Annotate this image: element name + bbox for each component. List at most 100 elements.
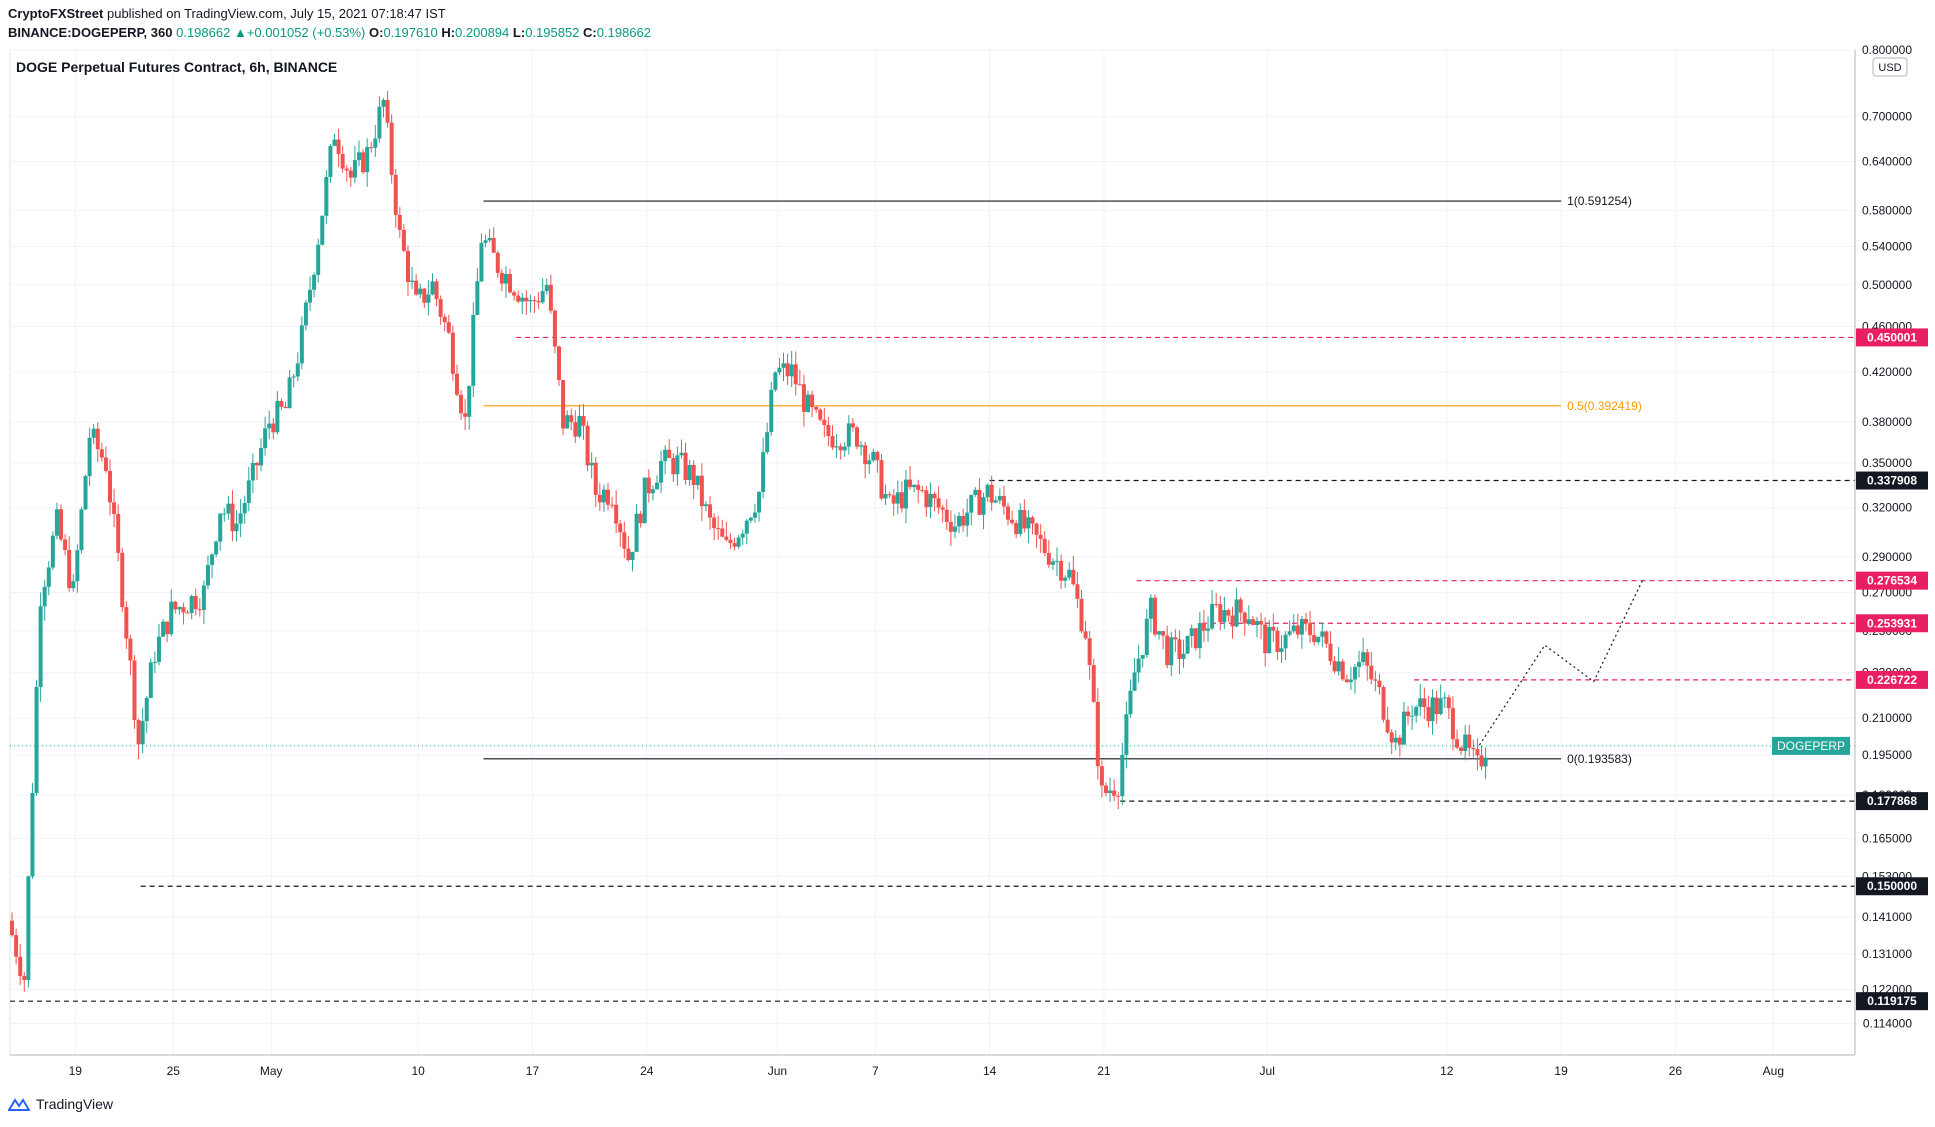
candle-body [1124,714,1129,755]
candle-body [1336,661,1341,672]
candle-body [1206,628,1211,631]
tradingview-logo-icon [8,1098,30,1111]
candle-body [316,244,321,275]
candle-body [295,363,300,377]
candle-body [1144,618,1149,656]
candle-body [1054,560,1059,562]
candle-body [716,527,721,529]
candle-body [1303,618,1308,624]
candle-body [548,284,553,311]
candle-body [895,492,900,504]
candle-body [1299,618,1304,635]
candle-body [859,445,864,447]
candle-body [26,876,31,981]
projection-path [1478,579,1644,746]
candle-body [1385,719,1390,733]
level-tag [1856,614,1928,633]
candle-body [1165,635,1170,666]
candle-body [1450,708,1455,740]
candle-body [605,489,610,505]
candle-body [536,301,541,303]
y-tick-label: 0.580000 [1862,204,1912,218]
publisher-name[interactable]: CryptoFXStreet [8,6,104,21]
candle-body [1389,732,1394,743]
candle-body [679,452,684,456]
y-tick-label: 0.420000 [1862,365,1912,379]
candle-body [793,364,798,385]
candle-body [642,477,647,524]
candle-body [1128,690,1133,715]
x-tick-label: May [260,1064,283,1078]
candle-body [1034,523,1039,535]
candle-body [238,513,243,524]
candle-body [683,452,688,481]
candle-body [740,533,745,538]
x-tick-label: 26 [1669,1064,1683,1078]
candle-body [1018,509,1023,535]
currency-badge: USD [1872,57,1908,77]
y-tick-label: 0.640000 [1862,154,1912,168]
candle-body [1381,687,1386,720]
y-tick-label: 0.210000 [1862,711,1912,725]
candle-body [308,289,313,303]
candle-body [1287,631,1292,635]
candle-body [528,300,533,302]
level-tag-label: 0.253931 [1867,616,1917,630]
candle-body [1467,734,1472,748]
candle-body [148,662,153,698]
level-tag-label: 0.150000 [1867,879,1917,893]
y-tick-label: 0.114000 [1863,1016,1912,1030]
candle-body [471,314,476,386]
candle-body [1418,698,1423,707]
y-tick-label: 0.350000 [1862,456,1912,470]
candle-body [1267,626,1272,654]
candle-body [1152,597,1157,635]
candle-body [1422,698,1427,708]
candle-body [593,462,598,495]
candle-body [667,449,672,459]
candle-body [659,461,664,483]
candle-body [887,494,892,496]
candle-body [1222,610,1227,623]
candle-body [1295,625,1300,635]
candle-body [765,432,770,453]
candle-body [1197,623,1202,649]
candle-body [646,477,651,494]
candle-body [573,421,578,437]
level-tag-label: 0.119175 [1867,994,1917,1008]
candle-body [1373,679,1378,681]
candle-body [75,550,80,582]
candle-body [185,612,190,614]
candle-body [1148,597,1153,619]
candle-body [806,394,811,412]
candle-body [1185,635,1190,654]
candle-body [703,504,708,507]
candle-body [965,512,970,526]
chart-title: DOGE Perpetual Futures Contract, 6h, BIN… [16,59,337,75]
candle-body [932,493,937,499]
candle-body [1312,635,1317,643]
candle-body [1414,706,1419,716]
candle-body [744,520,749,534]
candle-body [1026,517,1031,529]
candle-body [161,621,166,637]
candle-body [708,504,713,518]
candle-body [365,147,370,173]
candle-body [626,548,631,561]
candle-body [389,122,394,175]
candle-body [324,176,329,216]
candle-body [761,452,766,493]
candle-body [1161,631,1166,636]
x-tick-label: 10 [412,1064,426,1078]
candle-body [928,493,933,508]
candle-body [299,325,304,364]
tradingview-logo[interactable]: TradingView [8,1096,113,1112]
candle-body [520,297,525,302]
y-tick-label: 0.380000 [1862,415,1912,429]
candle-body [267,423,272,429]
candle-body [638,513,643,524]
candle-body [618,523,623,533]
candle-body [675,455,680,475]
candle-body [499,272,504,284]
